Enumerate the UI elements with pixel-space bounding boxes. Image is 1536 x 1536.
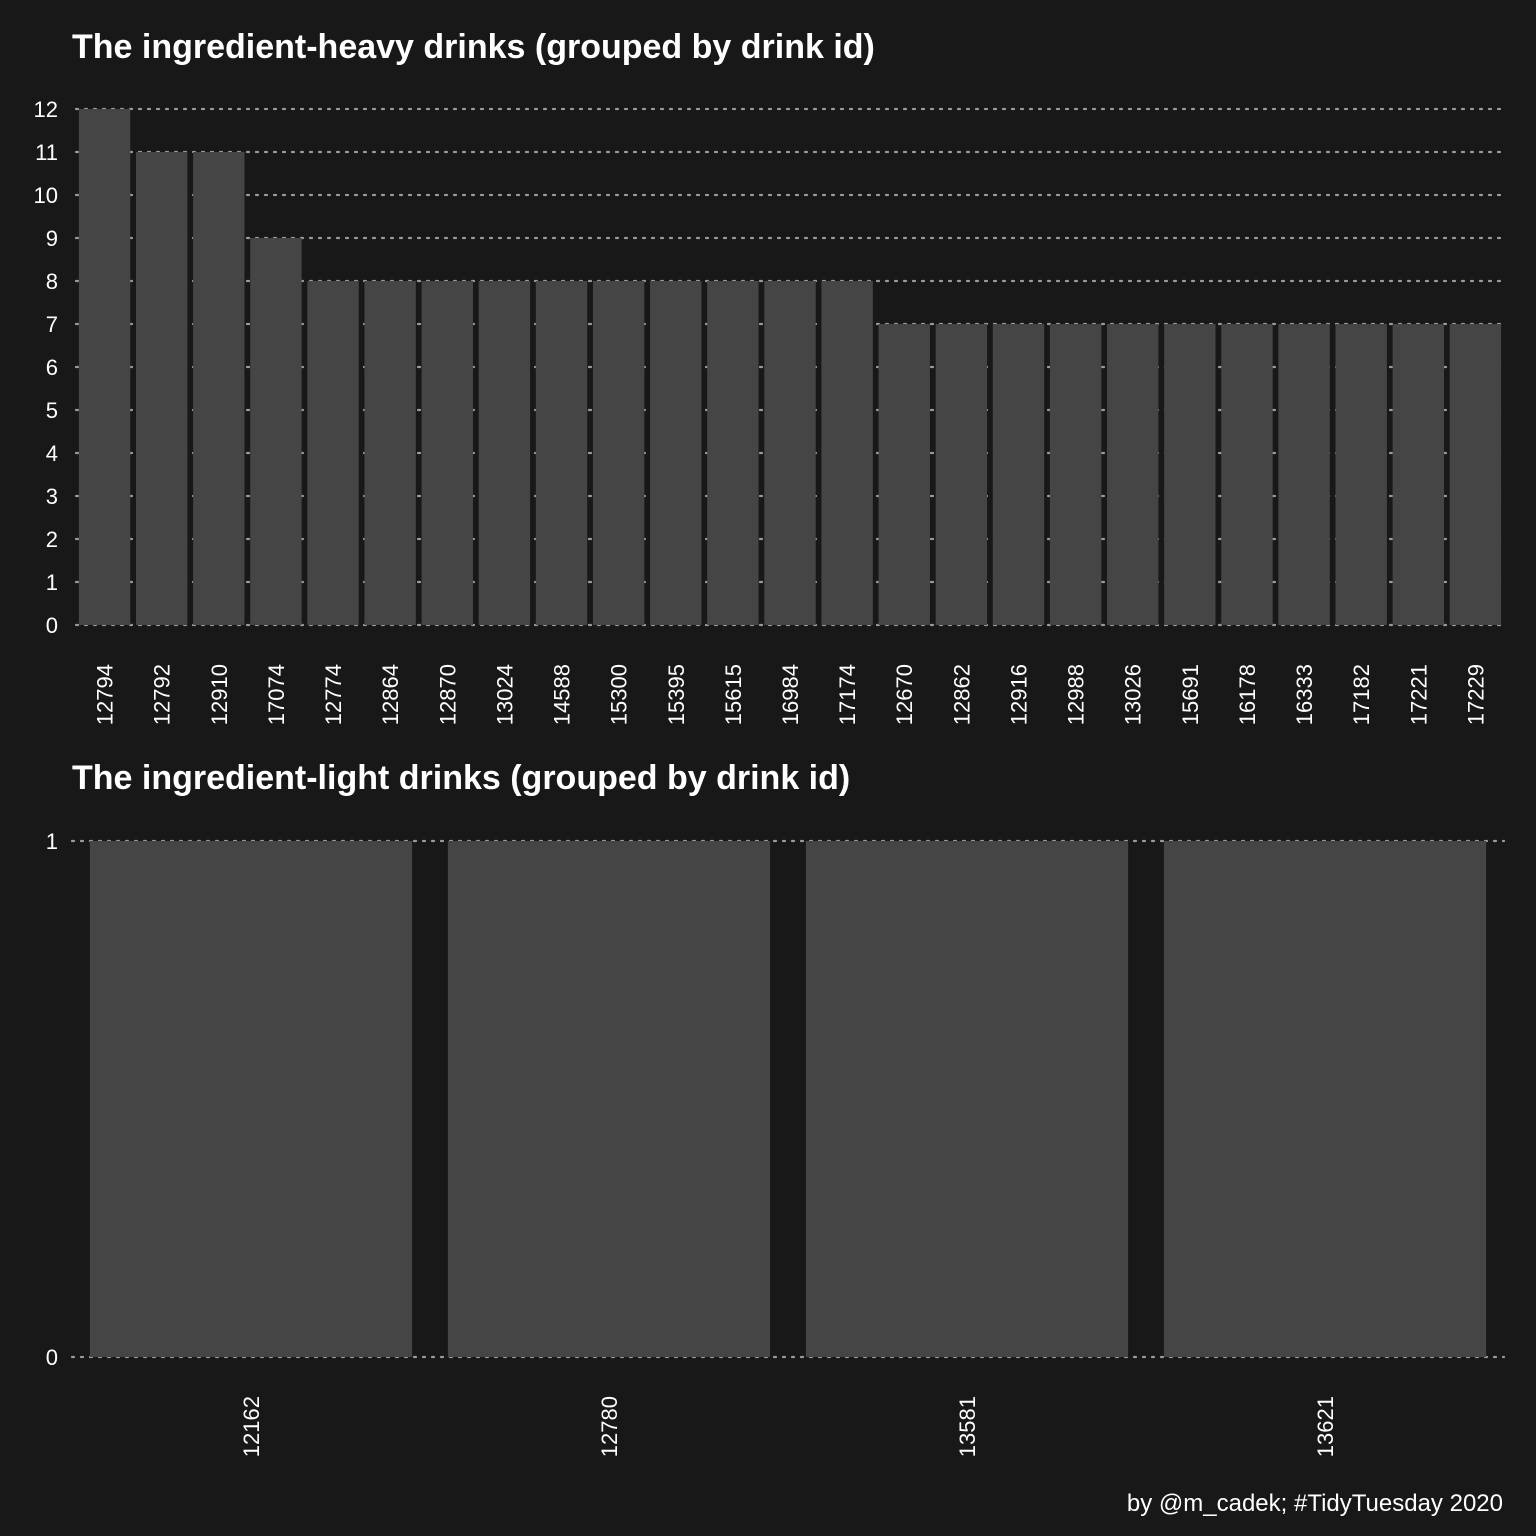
bar [1049, 324, 1102, 625]
x-tick-label: 15615 [721, 664, 746, 725]
bar [447, 841, 771, 1357]
y-tick-label: 7 [46, 312, 58, 337]
x-tick-label: 12792 [150, 664, 175, 725]
bar [821, 281, 873, 625]
bar [1335, 324, 1387, 625]
x-tick-label: 17182 [1349, 664, 1374, 725]
bar [878, 324, 930, 625]
x-tick-label: 12162 [239, 1396, 264, 1457]
y-tick-label: 8 [46, 269, 58, 294]
x-tick-label: 17229 [1463, 664, 1488, 725]
x-tick-label: 15300 [607, 664, 632, 725]
bar [935, 324, 988, 625]
bar [421, 281, 473, 625]
x-tick-label: 12670 [892, 664, 917, 725]
bar [992, 324, 1045, 625]
x-tick-label: 12916 [1006, 664, 1031, 725]
y-tick-label: 1 [46, 829, 58, 854]
chart-title-light: The ingredient-light drinks (grouped by … [72, 759, 851, 797]
chart-light-drinks: 0 1 12162 12780 13581 13621 [46, 829, 1506, 1457]
bar [78, 109, 131, 625]
x-tick-label: 12864 [378, 664, 403, 725]
x-tick-label: 15395 [664, 664, 689, 725]
bar [1107, 324, 1159, 625]
bar [1221, 324, 1273, 625]
bar [1278, 324, 1330, 625]
y-tick-label: 0 [46, 613, 58, 638]
x-tick-label: 12794 [93, 664, 118, 725]
y-tick-label: 11 [35, 140, 58, 165]
y-tick-label: 6 [46, 355, 58, 380]
bar [1449, 324, 1502, 625]
x-tick-label: 13581 [955, 1396, 980, 1457]
caption: by @m_cadek; #TidyTuesday 2020 [1126, 1490, 1503, 1517]
x-tick-label: 12910 [207, 664, 232, 725]
chart-title-heavy: The ingredient-heavy drinks (grouped by … [72, 28, 875, 66]
x-tick-label: 15691 [1178, 664, 1203, 725]
x-tick-label: 12862 [949, 664, 974, 725]
x-tick-label: 14588 [550, 664, 575, 725]
y-tick-label: 2 [46, 527, 58, 552]
bar [364, 281, 416, 625]
bar [592, 281, 645, 625]
x-tick-label: 13621 [1313, 1396, 1338, 1457]
bar [193, 152, 245, 625]
bar [89, 841, 413, 1357]
y-tick-label: 4 [46, 441, 58, 466]
bar [764, 281, 816, 625]
x-tick-label: 16178 [1235, 664, 1260, 725]
y-tick-label: 5 [46, 398, 58, 423]
x-tick-label: 13024 [492, 664, 517, 725]
bar [1164, 324, 1216, 625]
bar [707, 281, 759, 625]
x-tick-label: 12988 [1064, 664, 1089, 725]
bar [535, 281, 588, 625]
x-tick-label: 12774 [321, 664, 346, 725]
y-tick-label: 10 [34, 183, 58, 208]
x-tick-label: 12780 [597, 1396, 622, 1457]
bar [650, 281, 702, 625]
y-tick-label: 3 [46, 484, 58, 509]
bar [478, 281, 531, 625]
bar [1163, 841, 1487, 1357]
x-tick-label: 16333 [1292, 664, 1317, 725]
bar [307, 281, 359, 625]
bar [135, 152, 188, 625]
bar [250, 238, 302, 625]
x-tick-label: 17174 [835, 664, 860, 725]
bar [1392, 324, 1445, 625]
x-tick-label: 17074 [264, 664, 289, 725]
x-tick-label: 12870 [435, 664, 460, 725]
y-tick-label: 12 [34, 97, 58, 122]
y-tick-label: 0 [46, 1345, 58, 1370]
y-tick-label: 9 [46, 226, 58, 251]
x-tick-label: 16984 [778, 664, 803, 725]
bar [805, 841, 1129, 1357]
x-tick-label: 13026 [1121, 664, 1146, 725]
y-tick-label: 1 [46, 570, 58, 595]
x-tick-label: 17221 [1406, 664, 1431, 725]
